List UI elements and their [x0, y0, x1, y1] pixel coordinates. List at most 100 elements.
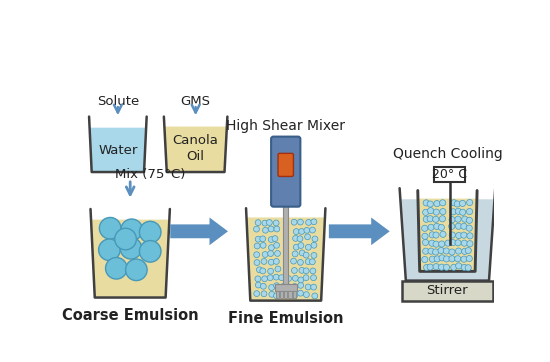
Circle shape	[449, 223, 455, 230]
Circle shape	[422, 256, 428, 262]
Circle shape	[290, 258, 296, 264]
Circle shape	[461, 232, 467, 238]
Circle shape	[272, 236, 278, 241]
Circle shape	[456, 232, 462, 239]
Circle shape	[430, 256, 436, 262]
Circle shape	[139, 241, 161, 262]
Circle shape	[466, 217, 472, 223]
Circle shape	[254, 226, 260, 232]
Circle shape	[260, 268, 266, 274]
Circle shape	[455, 263, 462, 269]
Text: Stirrer: Stirrer	[427, 284, 468, 297]
Circle shape	[280, 283, 286, 290]
Circle shape	[455, 248, 461, 254]
Circle shape	[268, 226, 274, 232]
Text: Fine Emulsion: Fine Emulsion	[228, 311, 343, 327]
Circle shape	[298, 277, 304, 283]
Circle shape	[98, 239, 120, 261]
Circle shape	[261, 291, 267, 297]
Circle shape	[312, 293, 318, 299]
Circle shape	[274, 243, 279, 248]
Circle shape	[454, 201, 460, 207]
Circle shape	[427, 264, 433, 270]
Circle shape	[269, 291, 274, 297]
Circle shape	[459, 200, 466, 206]
Circle shape	[427, 216, 433, 222]
Polygon shape	[164, 127, 227, 172]
Polygon shape	[280, 291, 283, 298]
Text: Coarse Emulsion: Coarse Emulsion	[62, 308, 199, 323]
Polygon shape	[418, 199, 477, 272]
Circle shape	[293, 229, 299, 235]
Circle shape	[423, 216, 430, 222]
Circle shape	[260, 236, 266, 242]
Circle shape	[306, 219, 311, 226]
Circle shape	[120, 237, 142, 259]
Circle shape	[433, 249, 439, 255]
Circle shape	[439, 216, 446, 222]
Circle shape	[273, 220, 279, 226]
Circle shape	[451, 200, 457, 206]
Circle shape	[467, 233, 473, 239]
Text: Water: Water	[98, 144, 138, 157]
Text: Quench Cooling: Quench Cooling	[393, 147, 502, 161]
Circle shape	[438, 224, 444, 231]
Circle shape	[266, 220, 272, 226]
Circle shape	[445, 240, 451, 246]
Polygon shape	[288, 291, 292, 298]
Circle shape	[439, 241, 445, 247]
Polygon shape	[329, 218, 389, 245]
Circle shape	[262, 220, 268, 226]
Circle shape	[303, 252, 309, 258]
Circle shape	[299, 250, 305, 256]
Circle shape	[427, 201, 433, 207]
Circle shape	[255, 220, 261, 226]
Circle shape	[466, 199, 473, 206]
Circle shape	[434, 223, 440, 230]
Circle shape	[311, 252, 317, 258]
Circle shape	[310, 268, 316, 274]
Circle shape	[285, 283, 291, 289]
Circle shape	[422, 209, 429, 215]
FancyBboxPatch shape	[278, 153, 294, 176]
Text: 20° C: 20° C	[432, 168, 468, 181]
Circle shape	[298, 282, 304, 288]
Circle shape	[465, 265, 471, 271]
Circle shape	[255, 276, 261, 282]
Circle shape	[460, 209, 466, 215]
Bar	[402, 281, 493, 300]
Polygon shape	[275, 284, 296, 291]
Circle shape	[455, 240, 461, 246]
Text: Canola
Oil: Canola Oil	[173, 134, 218, 163]
Circle shape	[443, 248, 449, 254]
Circle shape	[273, 274, 279, 280]
Circle shape	[312, 236, 318, 242]
Circle shape	[268, 251, 273, 256]
Circle shape	[304, 292, 309, 298]
Circle shape	[256, 267, 262, 273]
Circle shape	[443, 264, 449, 270]
Circle shape	[274, 226, 280, 232]
Circle shape	[422, 233, 428, 239]
Circle shape	[440, 231, 446, 237]
Circle shape	[455, 208, 461, 214]
Circle shape	[305, 284, 311, 290]
Circle shape	[261, 258, 267, 264]
Circle shape	[305, 234, 311, 240]
Circle shape	[428, 248, 434, 254]
Circle shape	[429, 240, 435, 246]
Circle shape	[450, 209, 456, 215]
Circle shape	[254, 243, 260, 249]
Circle shape	[267, 275, 273, 281]
Circle shape	[438, 247, 444, 254]
Circle shape	[298, 243, 304, 248]
Circle shape	[449, 256, 455, 262]
Circle shape	[450, 240, 456, 246]
Circle shape	[455, 256, 461, 262]
Circle shape	[311, 284, 317, 290]
Circle shape	[427, 207, 434, 214]
Circle shape	[262, 252, 268, 257]
Circle shape	[268, 237, 274, 243]
Polygon shape	[90, 128, 146, 172]
FancyBboxPatch shape	[271, 136, 300, 207]
